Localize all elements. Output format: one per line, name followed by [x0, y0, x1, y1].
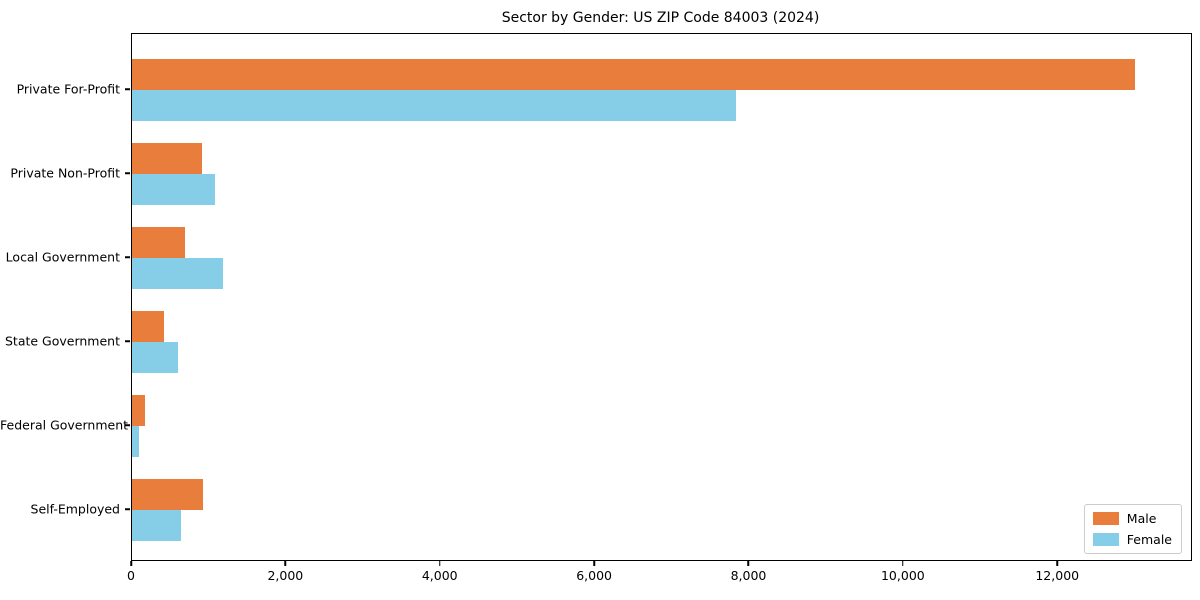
bar-female-private-non-profit	[132, 174, 215, 205]
y-tick	[125, 256, 130, 258]
bar-male-local-government	[132, 227, 186, 258]
x-tick	[438, 560, 441, 566]
y-tick-label: Private Non-Profit	[10, 165, 120, 181]
x-tick	[593, 560, 595, 566]
y-tick-label: Private For-Profit	[16, 81, 120, 97]
bar-male-self-employed	[132, 479, 203, 510]
bar-male-private-for-profit	[132, 59, 1136, 90]
x-tick-label: 4,000	[421, 568, 458, 583]
chart-title: Sector by Gender: US ZIP Code 84003 (202…	[501, 10, 820, 26]
y-tick	[125, 424, 130, 426]
bar-female-private-for-profit	[132, 90, 736, 121]
y-tick-label: Federal Government	[0, 417, 129, 433]
y-tick-label: State Government	[4, 333, 120, 349]
x-tick-label: 10,000	[880, 568, 925, 583]
bar-male-state-government	[132, 311, 164, 342]
legend-item-female: Female	[1092, 532, 1172, 547]
legend-label-female: Female	[1126, 532, 1172, 547]
y-tick-label: Self-Employed	[30, 501, 120, 517]
bar-female-local-government	[132, 258, 224, 289]
bar-female-state-government	[132, 342, 179, 373]
bar-male-private-non-profit	[132, 143, 203, 174]
x-tick	[284, 560, 287, 566]
legend-swatch-female	[1092, 533, 1119, 546]
x-tick	[747, 560, 750, 566]
bar-male-federal-government	[132, 395, 146, 426]
legend-swatch-male	[1092, 512, 1119, 525]
x-tick-label: 6,000	[576, 568, 613, 583]
y-tick-label: Local Government	[5, 249, 120, 265]
legend-label-male: Male	[1126, 511, 1157, 526]
bar-female-federal-government	[132, 426, 140, 457]
plot-area: Male Female	[131, 33, 1192, 561]
x-tick-label: 8,000	[730, 568, 767, 583]
y-tick	[125, 88, 130, 90]
legend: Male Female	[1083, 504, 1182, 554]
y-tick	[125, 340, 130, 342]
x-tick-label: 12,000	[1035, 568, 1080, 583]
y-tick	[125, 508, 130, 510]
x-tick	[1056, 560, 1058, 566]
y-tick	[125, 172, 130, 174]
x-tick-label: 0	[127, 568, 135, 583]
bar-female-self-employed	[132, 510, 181, 541]
x-tick	[902, 560, 904, 566]
x-tick-label: 2,000	[267, 568, 304, 583]
legend-item-male: Male	[1092, 511, 1172, 526]
x-tick	[130, 560, 132, 566]
bars-layer	[132, 34, 1191, 560]
